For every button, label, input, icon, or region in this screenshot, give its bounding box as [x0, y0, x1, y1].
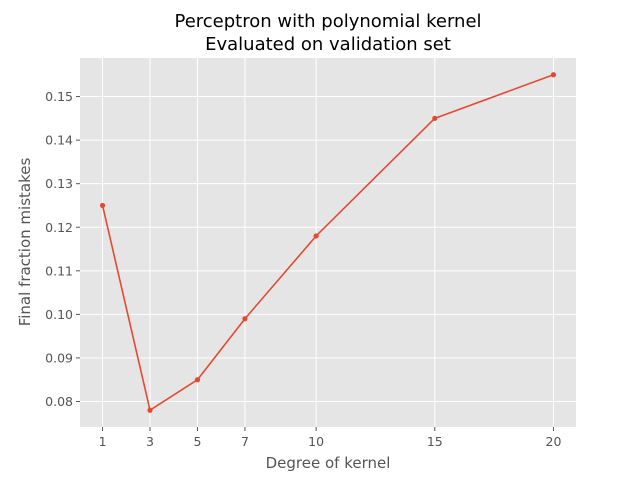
x-axis-label: Degree of kernel: [266, 454, 391, 472]
data-point: [99, 202, 106, 209]
plot-background: [80, 58, 576, 427]
chart-title-line-2: Evaluated on validation set: [205, 34, 451, 55]
data-point: [194, 377, 201, 383]
x-ticks: 1 3 5 7 10 15 20: [99, 427, 562, 449]
x-tick-label: 5: [193, 434, 201, 449]
y-ticks: 0.08 0.09 0.10 0.11 0.12 0.13 0.14 0.15: [45, 89, 80, 409]
y-tick-label: 0.09: [45, 350, 73, 365]
y-tick-label: 0.12: [45, 220, 73, 235]
x-tick-label: 10: [308, 434, 324, 449]
data-point: [550, 72, 557, 78]
data-point: [313, 233, 319, 239]
y-tick-label: 0.14: [45, 133, 73, 148]
y-tick-label: 0.10: [45, 307, 73, 322]
y-tick-label: 0.11: [45, 263, 73, 278]
y-tick-label: 0.13: [45, 176, 73, 191]
y-axis-label: Final fraction mistakes: [16, 158, 34, 327]
x-tick-label: 15: [427, 434, 443, 449]
x-tick-label: 7: [241, 434, 249, 449]
data-point: [432, 115, 438, 121]
x-tick-label: 1: [99, 434, 107, 449]
y-tick-label: 0.08: [45, 394, 73, 409]
x-tick-label: 3: [146, 434, 154, 449]
x-tick-label: 20: [546, 434, 562, 449]
y-tick-label: 0.15: [45, 89, 73, 104]
data-point: [242, 316, 248, 322]
chart-title-line-1: Perceptron with polynomial kernel: [174, 11, 481, 32]
series: [99, 72, 557, 413]
data-point: [147, 407, 153, 413]
